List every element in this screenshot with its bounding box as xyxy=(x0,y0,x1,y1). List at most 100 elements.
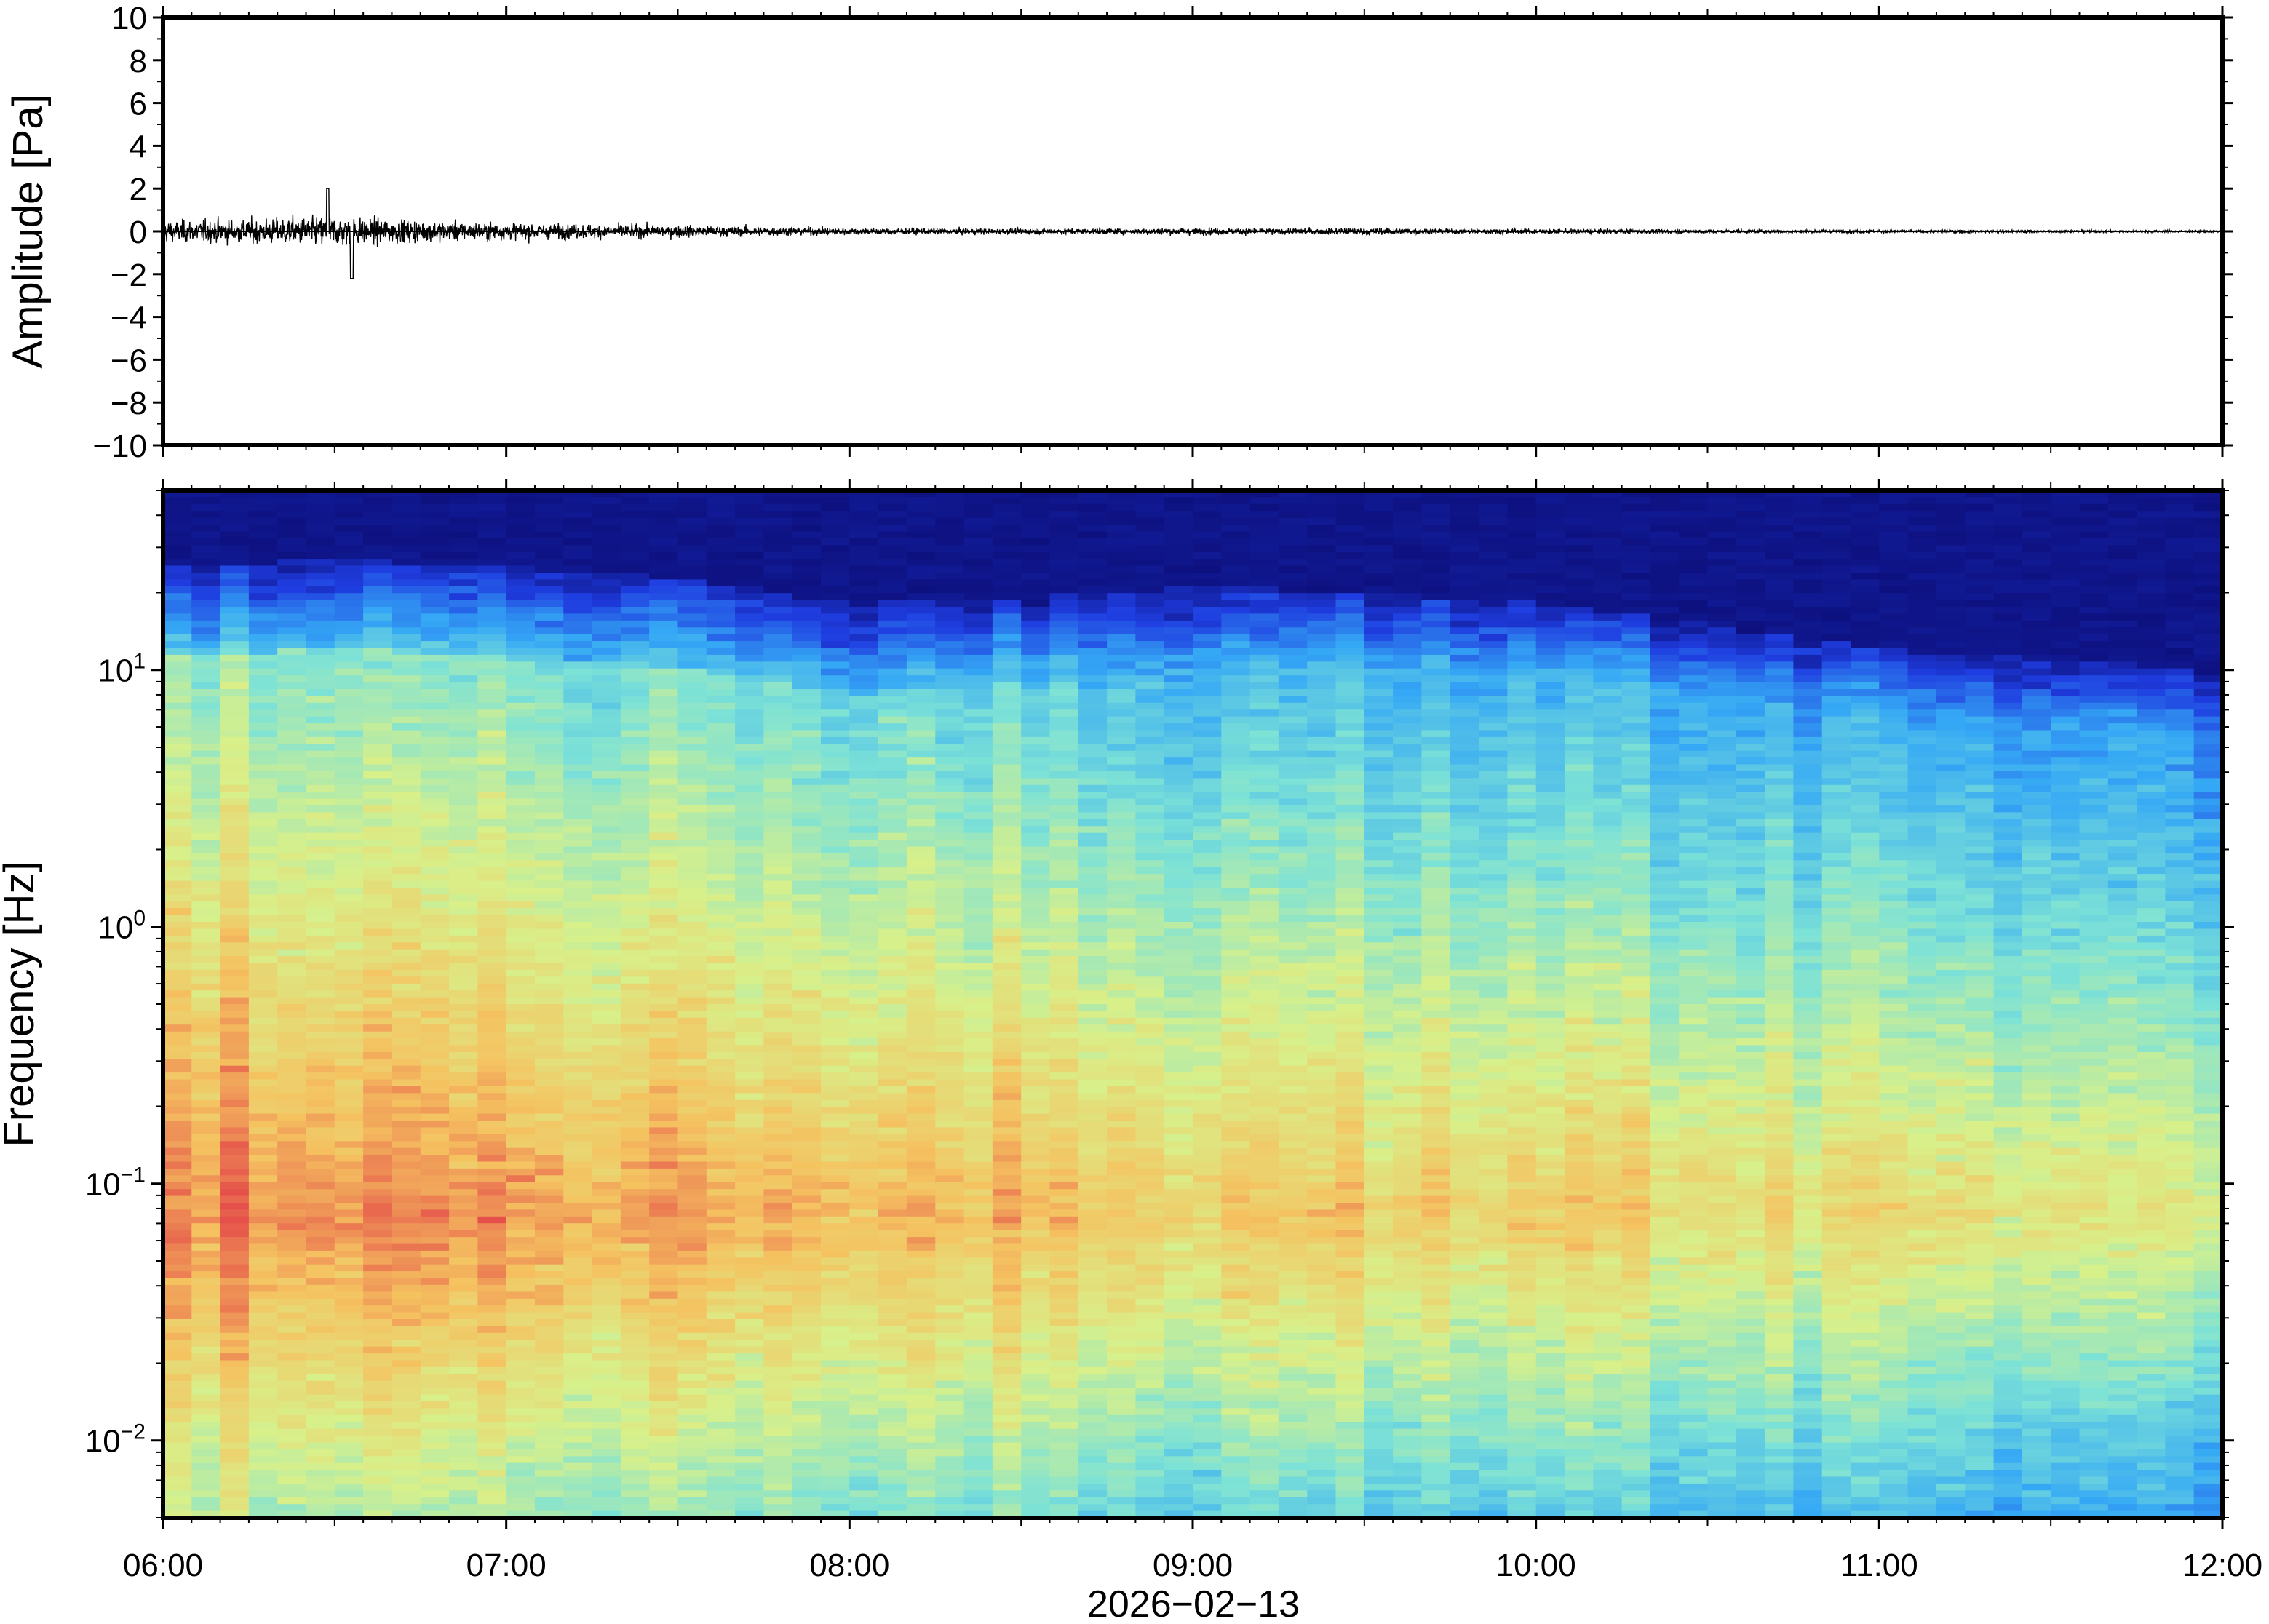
spectrogram-cell xyxy=(220,1203,250,1211)
spectrogram-cell xyxy=(1049,1284,1079,1293)
spectrogram-cell xyxy=(563,1436,593,1444)
spectrogram-cell xyxy=(592,1504,621,1512)
spectrogram-cell xyxy=(963,771,993,779)
spectrogram-cell xyxy=(763,1065,793,1073)
spectrogram-cell xyxy=(1021,1113,1051,1121)
spectrogram-cell xyxy=(735,969,765,978)
spectrogram-cell xyxy=(191,1388,221,1396)
spectrogram-cell xyxy=(849,1017,879,1025)
spectrogram-cell xyxy=(191,1093,221,1101)
spectrogram-cell xyxy=(849,1312,879,1320)
spectrogram-cell xyxy=(677,1031,707,1039)
spectrogram-cell xyxy=(677,1319,707,1327)
spectrogram-cell xyxy=(592,1161,621,1169)
spectrogram-cell xyxy=(878,1271,907,1279)
spectrogram-cell xyxy=(592,696,621,704)
spectrogram-cell xyxy=(363,1079,393,1087)
spectrogram-cell xyxy=(392,579,421,587)
spectrogram-cell xyxy=(763,771,793,779)
spectrogram-cell xyxy=(306,654,335,663)
spectrogram-cell xyxy=(735,1155,765,1163)
spectrogram-cell xyxy=(821,1388,851,1396)
spectrogram-cell xyxy=(821,1059,851,1067)
spectrogram-cell xyxy=(248,949,278,957)
spectrogram-cell xyxy=(306,689,335,697)
spectrogram-cell xyxy=(792,1394,822,1402)
spectrogram-cell xyxy=(248,963,278,971)
spectrogram-cell xyxy=(821,956,851,964)
spectrogram-cell xyxy=(906,531,936,539)
spectrogram-cell xyxy=(706,757,736,765)
spectrogram-cell xyxy=(277,963,307,971)
spectrogram-cell xyxy=(392,1366,421,1375)
spectrogram-cell xyxy=(849,805,879,813)
spectrogram-cell xyxy=(306,613,335,621)
spectrogram-cell xyxy=(220,1195,250,1203)
spectrogram-cell xyxy=(1049,812,1079,820)
spectrogram-cell xyxy=(906,846,936,854)
spectrogram-cell xyxy=(906,1476,936,1484)
spectrogram-cell xyxy=(1021,559,1051,567)
spectrogram-cell xyxy=(963,1394,993,1402)
spectrogram-cell xyxy=(763,1086,793,1094)
spectrogram-cell xyxy=(620,1189,650,1197)
spectrogram-cell xyxy=(792,682,822,690)
spectrogram-cell xyxy=(992,826,1022,834)
spectrogram-cell xyxy=(306,1346,335,1354)
spectrogram-cell xyxy=(620,1456,650,1464)
spectrogram-cell xyxy=(677,730,707,738)
spectrogram-cell xyxy=(992,1462,1022,1470)
spectrogram-cell xyxy=(506,1017,536,1025)
spectrogram-cell xyxy=(248,565,278,573)
spectrogram-cell xyxy=(420,1182,450,1190)
spectrogram-cell xyxy=(306,757,335,765)
spectrogram-cell xyxy=(248,1072,278,1080)
spectrogram-cell xyxy=(477,1490,507,1498)
spectrogram-cell xyxy=(677,702,707,710)
spectrogram-cell xyxy=(220,1470,250,1478)
spectrogram-cell xyxy=(763,593,793,601)
spectrogram-cell xyxy=(677,1209,707,1217)
spectrogram-cell xyxy=(535,1476,565,1484)
spectrogram-cell xyxy=(477,1380,507,1388)
spectrogram-cell xyxy=(849,1250,879,1259)
spectrogram-cell xyxy=(248,1388,278,1396)
spectrogram-cell xyxy=(277,723,307,731)
spectrogram-cell xyxy=(906,1072,936,1080)
spectrogram-cell xyxy=(792,928,822,936)
spectrogram-cell xyxy=(306,1462,335,1470)
spectrogram-cell xyxy=(677,716,707,724)
spectrogram-cell xyxy=(392,1462,421,1470)
spectrogram-cell xyxy=(392,969,421,978)
spectrogram-cell xyxy=(248,490,278,498)
spectrogram-cell xyxy=(935,1051,965,1060)
spectrogram-cell xyxy=(334,538,364,546)
spectrogram-cell xyxy=(392,832,421,840)
spectrogram-cell xyxy=(821,1045,851,1053)
spectrogram-cell xyxy=(878,1099,907,1107)
spectrogram-cell xyxy=(620,1346,650,1354)
spectrogram-cell xyxy=(706,579,736,587)
spectrogram-cell xyxy=(792,1326,822,1334)
spectrogram-cell xyxy=(363,559,393,567)
spectrogram-cell xyxy=(191,1271,221,1279)
spectrogram-cell xyxy=(992,593,1022,601)
spectrogram-cell xyxy=(992,805,1022,813)
spectrogram-cell xyxy=(592,497,621,505)
spectrogram-cell xyxy=(677,922,707,930)
spectrogram-cell xyxy=(649,1195,679,1203)
spectrogram-cell xyxy=(163,1428,193,1436)
spectrogram-cell xyxy=(706,1504,736,1512)
spectrogram-cell xyxy=(763,1346,793,1354)
spectrogram-cell xyxy=(992,675,1022,683)
spectrogram-cell xyxy=(735,1079,765,1087)
spectrogram-cell xyxy=(277,668,307,676)
spectrogram-cell xyxy=(163,1079,193,1087)
spectrogram-cell xyxy=(477,730,507,738)
spectrogram-cell xyxy=(220,689,250,697)
spectrogram-cell xyxy=(334,1155,364,1163)
spectrogram-cell xyxy=(220,1264,250,1272)
spectrogram-cell xyxy=(420,1380,450,1388)
spectrogram-cell xyxy=(563,778,593,786)
spectrogram-cell xyxy=(191,1456,221,1464)
